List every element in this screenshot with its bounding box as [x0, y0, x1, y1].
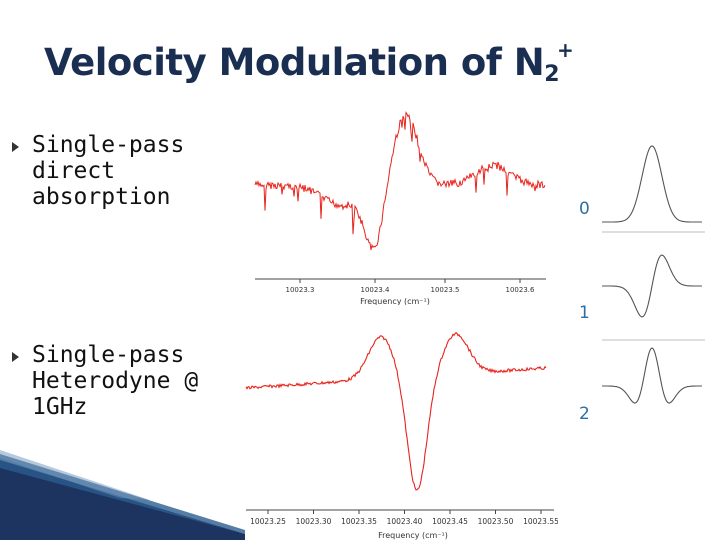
x-tick-label: 10023.25 — [250, 517, 286, 526]
x-axis-label: Frequency (cm⁻¹) — [378, 531, 448, 540]
x-tick-label: 10023.50 — [478, 517, 514, 526]
title-superscript: + — [557, 38, 574, 62]
derivative-label-0: 0 — [579, 199, 590, 219]
bullet-arrow-icon — [12, 352, 19, 362]
x-tick-label: 10023.4 — [361, 286, 390, 294]
x-tick-label: 10023.55 — [523, 517, 558, 526]
direct-absorption-spectrum: 10023.3 10023.4 10023.5 10023.6 Frequency (… — [254, 111, 546, 305]
heterodyne-trace — [245, 331, 547, 491]
zeroth-derivative-curve — [602, 145, 702, 223]
bullet-text: Single-pass Heterodyne @ 1GHz — [32, 342, 199, 420]
x-tick-label: 10023.5 — [431, 286, 460, 294]
heterodyne-spectrum: 10023.25 10023.30 10023.35 10023.40 10023.45… — [245, 331, 558, 540]
derivative-lineshapes — [602, 145, 705, 404]
derivative-label-2: 2 — [579, 404, 590, 424]
bullet-text: Single-pass direct absorption — [32, 132, 185, 210]
x-tick-label: 10023.45 — [432, 517, 468, 526]
bullet-heterodyne: Single-pass Heterodyne @ 1GHz — [12, 342, 232, 432]
x-tick-label: 10023.35 — [341, 517, 377, 526]
x-axis-label: Frequency (cm⁻¹) — [360, 297, 430, 305]
slide-title: Velocity Modulation of N2+ — [44, 38, 574, 87]
title-subscript: 2 — [544, 62, 560, 87]
bullet-direct-absorption: Single-pass direct absorption — [12, 132, 232, 222]
title-main: Velocity Modulation of N — [44, 41, 545, 84]
direct-absorption-trace — [254, 111, 546, 251]
derivative-label-1: 1 — [579, 303, 590, 323]
x-tick-label: 10023.6 — [506, 286, 535, 294]
x-tick-label: 10023.3 — [286, 286, 315, 294]
first-derivative-curve — [602, 254, 702, 318]
corner-swoosh-decoration — [0, 450, 245, 540]
bullet-arrow-icon — [12, 142, 19, 152]
second-derivative-curve — [602, 347, 702, 404]
x-tick-label: 10023.30 — [296, 517, 332, 526]
x-tick-label: 10023.40 — [387, 517, 423, 526]
